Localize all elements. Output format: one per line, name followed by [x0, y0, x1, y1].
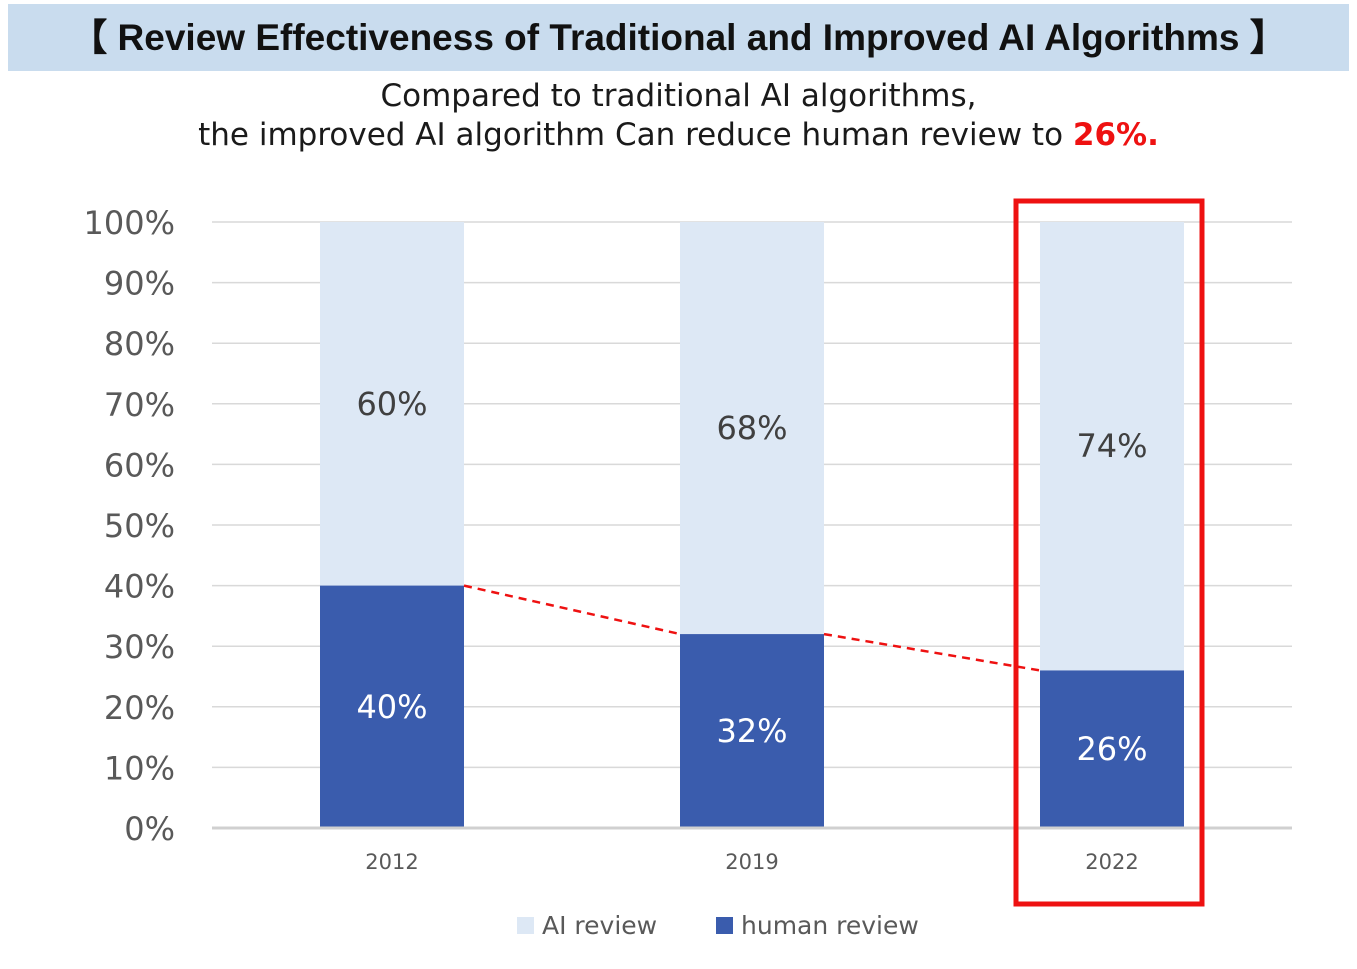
data-label-ai-review: 74%: [1076, 427, 1147, 465]
trend-line-segment: [823, 632, 1041, 672]
bar-human-review: [320, 585, 464, 828]
trend-line-segment: [463, 584, 681, 636]
subtitle-line-2-text: the improved AI algorithm Can reduce hum…: [198, 117, 1073, 153]
legend-swatch-human-review: [716, 916, 733, 934]
chart-title: 【 Review Effectiveness of Traditional an…: [70, 17, 1287, 58]
legend: AI review human review: [0, 905, 1357, 945]
data-label-human-review: 26%: [1076, 730, 1147, 768]
data-label-human-review: 40%: [356, 688, 427, 726]
bar-ai-review: [680, 222, 824, 635]
legend-item-ai-review: AI review: [517, 905, 657, 945]
bar-human-review: [680, 634, 824, 828]
bar-human-review: [1040, 670, 1184, 828]
title-bar: 【 Review Effectiveness of Traditional an…: [8, 4, 1349, 71]
y-tick-label: 100%: [84, 204, 175, 242]
y-tick-label: 0%: [124, 810, 175, 848]
highlight-box-2022: [1013, 198, 1205, 907]
x-tick-label: 2019: [725, 850, 778, 874]
legend-label-ai-review: AI review: [542, 910, 658, 940]
y-tick-label: 90%: [104, 265, 175, 303]
legend-item-human-review: human review: [716, 905, 919, 945]
y-tick-label: 60%: [104, 446, 175, 484]
subtitle-line-2: the improved AI algorithm Can reduce hum…: [0, 117, 1357, 153]
y-tick-label: 10%: [104, 749, 175, 787]
bar-ai-review: [320, 222, 464, 586]
subtitle-line-1: Compared to traditional AI algorithms,: [380, 78, 977, 114]
x-tick-label: 2022: [1085, 850, 1138, 874]
x-tick-label: 2012: [365, 850, 418, 874]
data-label-ai-review: 68%: [716, 409, 787, 447]
bar-ai-review: [1040, 222, 1184, 671]
legend-label-human-review: human review: [741, 910, 919, 940]
y-tick-label: 80%: [104, 325, 175, 363]
y-tick-label: 20%: [104, 689, 175, 727]
y-tick-label: 50%: [104, 507, 175, 545]
subtitle-highlight: 26%.: [1072, 117, 1159, 153]
data-label-ai-review: 60%: [356, 385, 427, 423]
data-label-human-review: 32%: [716, 712, 787, 750]
y-tick-label: 40%: [104, 568, 175, 606]
legend-swatch-ai-review: [517, 916, 534, 934]
y-tick-label: 30%: [104, 628, 175, 666]
y-tick-label: 70%: [104, 386, 175, 424]
